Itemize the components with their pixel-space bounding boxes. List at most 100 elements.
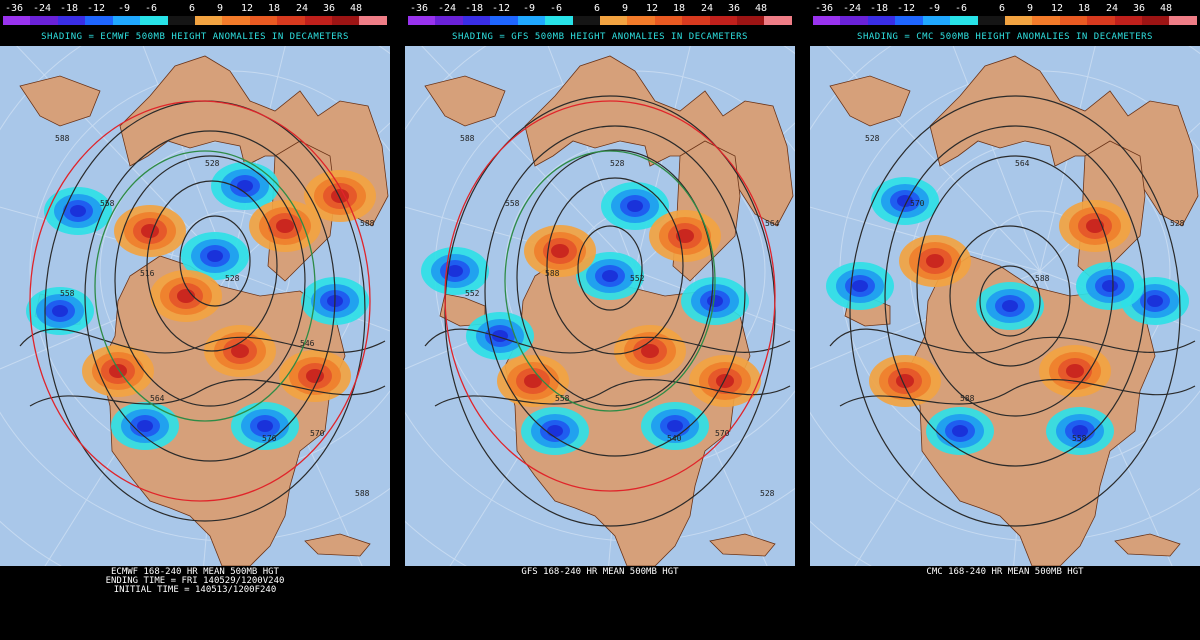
- contour-label: 528: [760, 489, 775, 498]
- positive-anomaly: [551, 244, 569, 258]
- negative-anomaly: [667, 420, 683, 432]
- scale-swatch: [517, 16, 546, 25]
- scale-swatch: [277, 16, 305, 25]
- scale-tick: 36: [322, 3, 336, 14]
- ecmwf-panel: -36 -24 -18 -12 -9 -6 6 9 12 18 24 36 48…: [0, 0, 390, 640]
- negative-anomaly: [1002, 300, 1018, 312]
- scale-swatch: [435, 16, 463, 25]
- footer-ending-time: ENDING TIME = FRI 140529/1200V240: [105, 576, 285, 586]
- cmc-panel: -36 -24 -18 -12 -9 -6 6 9 12 18 24 36 48…: [810, 0, 1200, 640]
- scale-swatch: [922, 16, 951, 25]
- contour-label: 558: [1072, 434, 1087, 443]
- color-scale-labels: -36 -24 -18 -12 -9 -6 6 9 12 18 24 36 48: [405, 3, 795, 15]
- scale-tick: 12: [240, 3, 254, 14]
- scale-swatch: [764, 16, 792, 25]
- scale-tick: -36: [814, 3, 834, 14]
- positive-anomaly: [141, 224, 159, 238]
- scale-swatch: [737, 16, 765, 25]
- scale-swatch: [572, 16, 600, 25]
- contour-label: 558: [505, 199, 520, 208]
- scale-tick: 6: [188, 3, 196, 14]
- scale-swatch: [709, 16, 738, 25]
- scale-swatch: [1004, 16, 1033, 25]
- gfs-panel: -36 -24 -18 -12 -9 -6 6 9 12 18 24 36 48…: [405, 0, 795, 640]
- scale-swatch: [359, 16, 387, 25]
- contour-label: 588: [355, 489, 370, 498]
- negative-anomaly: [1102, 280, 1118, 292]
- negative-anomaly: [547, 425, 563, 437]
- scale-tick: -18: [464, 3, 484, 14]
- contour-label: 588: [545, 269, 560, 278]
- scale-tick: -12: [896, 3, 916, 14]
- positive-anomaly: [926, 254, 944, 268]
- color-scale-bar: [3, 16, 387, 25]
- footer-title: GFS 168-240 HR MEAN 500MB HGT: [521, 567, 679, 577]
- contour-label: 570: [910, 199, 925, 208]
- scale-swatch: [599, 16, 628, 25]
- scale-tick: -12: [491, 3, 511, 14]
- scale-swatch: [1142, 16, 1170, 25]
- scale-tick: 12: [645, 3, 659, 14]
- map-footer: GFS 168-240 HR MEAN 500MB HGT: [405, 568, 795, 577]
- scale-tick: 18: [267, 3, 281, 14]
- scale-tick: 18: [1077, 3, 1091, 14]
- map-area: 588 558 528 528 576 588 564 570 558 588 516 546: [0, 46, 390, 566]
- contour-label: 564: [1015, 159, 1030, 168]
- anomaly-layer: [826, 177, 1189, 455]
- contour-label: 564: [765, 219, 780, 228]
- footer-title: ECMWF 168-240 HR MEAN 500MB HGT: [111, 567, 279, 577]
- contour-label: 588: [55, 134, 70, 143]
- scale-swatch: [85, 16, 113, 25]
- contour-label: 528: [610, 159, 625, 168]
- color-scale-labels: -36 -24 -18 -12 -9 -6 6 9 12 18 24 36 48: [810, 3, 1200, 15]
- negative-anomaly: [1147, 295, 1163, 307]
- negative-anomaly: [952, 425, 968, 437]
- contour-label: 588: [1035, 274, 1050, 283]
- positive-anomaly: [306, 369, 324, 383]
- negative-anomaly: [237, 180, 253, 192]
- scale-tick: 9: [621, 3, 629, 14]
- negative-anomaly: [257, 420, 273, 432]
- scale-swatch: [3, 16, 31, 25]
- map-footer: CMC 168-240 HR MEAN 500MB HGT: [810, 568, 1200, 577]
- scale-tick: -6: [549, 3, 563, 14]
- scale-tick: 24: [295, 3, 309, 14]
- scale-swatch: [950, 16, 978, 25]
- scale-tick: 24: [1105, 3, 1119, 14]
- positive-anomaly: [1066, 364, 1084, 378]
- scale-tick: -24: [842, 3, 862, 14]
- scale-swatch: [57, 16, 86, 25]
- contour-label: 564: [150, 394, 165, 403]
- scale-tick: 48: [349, 3, 363, 14]
- contour-label: 588: [360, 219, 375, 228]
- scale-swatch: [30, 16, 58, 25]
- negative-anomaly: [207, 250, 223, 262]
- contour-label-layer: 528 570 564 588 558 528 588: [865, 134, 1185, 443]
- scale-swatch: [977, 16, 1005, 25]
- scale-tick: -9: [927, 3, 941, 14]
- positive-anomaly: [331, 189, 349, 203]
- scale-swatch: [682, 16, 710, 25]
- positive-anomaly: [716, 374, 734, 388]
- scale-swatch: [654, 16, 683, 25]
- positive-anomaly: [524, 374, 542, 388]
- positive-anomaly: [276, 219, 294, 233]
- negative-anomaly: [137, 420, 153, 432]
- contour-label: 546: [300, 339, 315, 348]
- contour-label: 570: [715, 429, 730, 438]
- color-scale-labels: -36 -24 -18 -12 -9 -6 6 9 12 18 24 36 48: [0, 3, 390, 15]
- contour-label: 552: [465, 289, 480, 298]
- scale-tick: -6: [144, 3, 158, 14]
- scale-swatch: [1032, 16, 1060, 25]
- color-scale-bar: [813, 16, 1197, 25]
- contour-label: 528: [205, 159, 220, 168]
- negative-anomaly: [852, 280, 868, 292]
- scale-swatch: [222, 16, 250, 25]
- scale-swatch: [1059, 16, 1088, 25]
- contour-label: 588: [960, 394, 975, 403]
- scale-tick: -36: [4, 3, 24, 14]
- scale-tick: 12: [1050, 3, 1064, 14]
- scale-swatch: [867, 16, 896, 25]
- scale-swatch: [1169, 16, 1197, 25]
- scale-tick: 24: [700, 3, 714, 14]
